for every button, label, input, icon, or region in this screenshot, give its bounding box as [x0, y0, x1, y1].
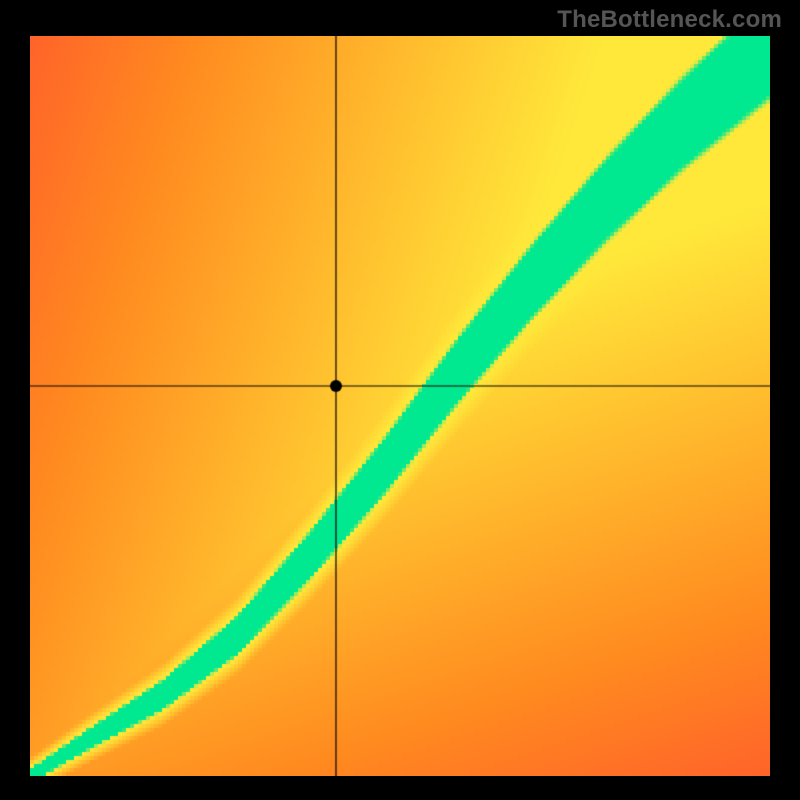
watermark-text: TheBottleneck.com — [557, 6, 782, 34]
chart-container: TheBottleneck.com — [0, 0, 800, 800]
heatmap-canvas — [30, 36, 770, 776]
heatmap-plot — [30, 36, 770, 776]
